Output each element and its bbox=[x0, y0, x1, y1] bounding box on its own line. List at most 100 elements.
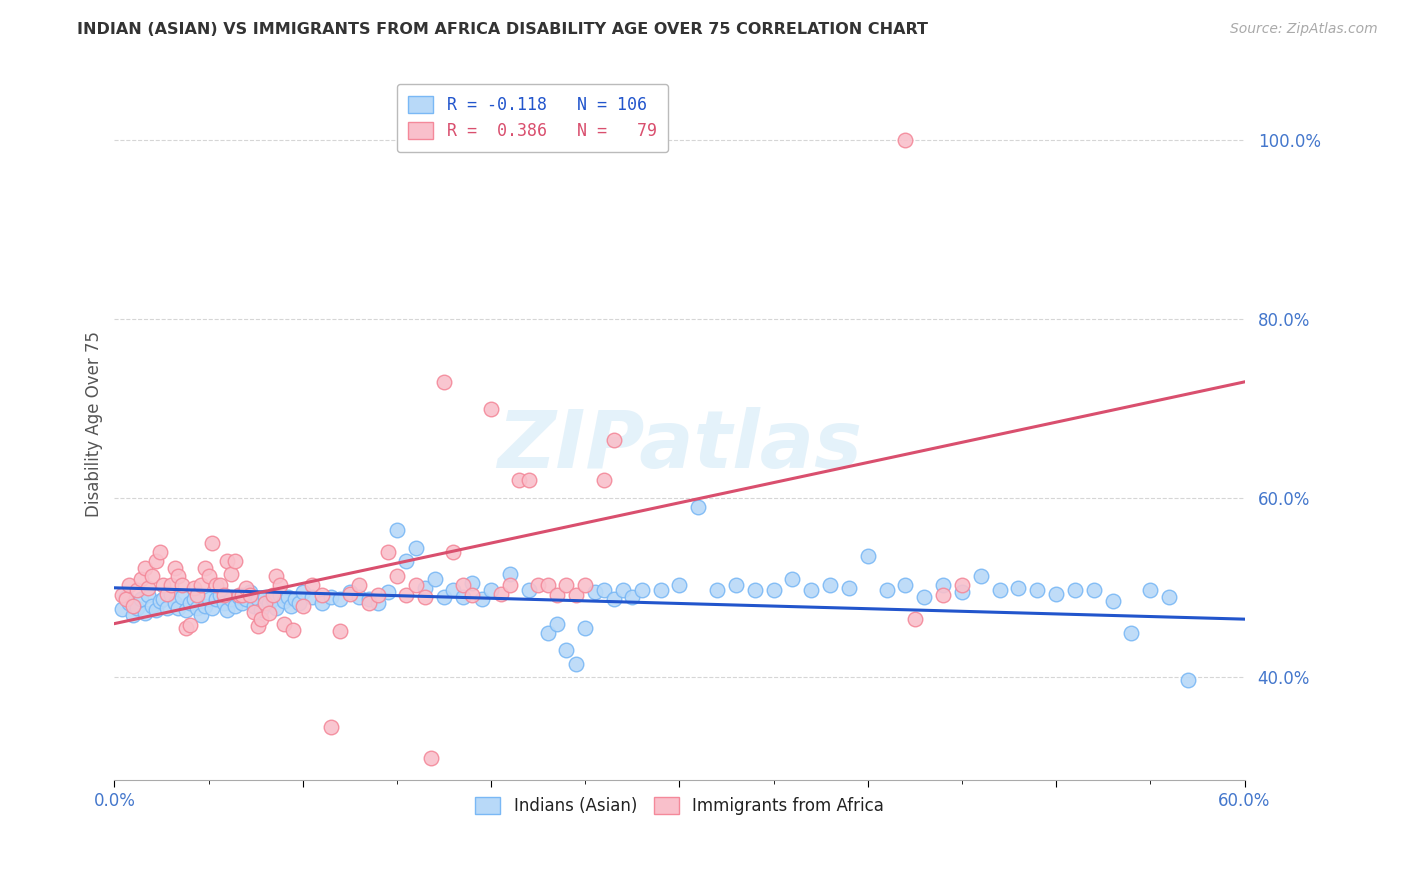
Point bbox=[818, 578, 841, 592]
Point bbox=[706, 582, 728, 597]
Point bbox=[405, 541, 427, 555]
Point bbox=[156, 587, 179, 601]
Point bbox=[932, 588, 955, 602]
Point bbox=[574, 621, 596, 635]
Point bbox=[894, 133, 917, 147]
Point bbox=[904, 612, 927, 626]
Point bbox=[311, 596, 333, 610]
Point bbox=[451, 590, 474, 604]
Point bbox=[208, 588, 231, 602]
Point bbox=[291, 585, 314, 599]
Point bbox=[301, 578, 323, 592]
Point bbox=[277, 590, 299, 604]
Point bbox=[136, 581, 159, 595]
Point bbox=[517, 582, 540, 597]
Point bbox=[134, 561, 156, 575]
Point bbox=[329, 624, 352, 638]
Point bbox=[114, 590, 136, 604]
Point bbox=[950, 585, 973, 599]
Point bbox=[688, 500, 710, 515]
Point bbox=[349, 590, 371, 604]
Point bbox=[194, 599, 217, 613]
Point bbox=[205, 578, 228, 592]
Point bbox=[125, 600, 148, 615]
Point bbox=[555, 578, 578, 592]
Point bbox=[339, 585, 361, 599]
Point bbox=[650, 583, 672, 598]
Text: INDIAN (ASIAN) VS IMMIGRANTS FROM AFRICA DISABILITY AGE OVER 75 CORRELATION CHAR: INDIAN (ASIAN) VS IMMIGRANTS FROM AFRICA… bbox=[77, 22, 928, 37]
Point bbox=[167, 569, 190, 583]
Legend: Indians (Asian), Immigrants from Africa: Indians (Asian), Immigrants from Africa bbox=[465, 787, 894, 825]
Point bbox=[367, 596, 389, 610]
Point bbox=[357, 591, 380, 606]
Point bbox=[219, 567, 242, 582]
Point bbox=[762, 583, 785, 598]
Point bbox=[291, 599, 314, 613]
Point bbox=[546, 616, 568, 631]
Point bbox=[152, 591, 174, 606]
Point bbox=[546, 588, 568, 602]
Point bbox=[1026, 583, 1049, 598]
Point bbox=[527, 578, 550, 592]
Point bbox=[160, 578, 183, 592]
Point bbox=[167, 600, 190, 615]
Point bbox=[461, 588, 484, 602]
Point bbox=[419, 751, 441, 765]
Point bbox=[243, 599, 266, 613]
Point bbox=[217, 603, 239, 617]
Point bbox=[288, 596, 311, 610]
Point bbox=[499, 567, 522, 582]
Point bbox=[250, 612, 273, 626]
Point bbox=[118, 578, 141, 592]
Point bbox=[269, 578, 291, 592]
Point bbox=[593, 474, 616, 488]
Text: ZIPatlas: ZIPatlas bbox=[496, 407, 862, 484]
Point bbox=[212, 596, 235, 610]
Point bbox=[413, 590, 436, 604]
Point bbox=[239, 588, 262, 602]
Point bbox=[744, 583, 766, 598]
Point bbox=[479, 583, 502, 598]
Point bbox=[163, 596, 186, 610]
Point bbox=[988, 583, 1011, 598]
Point bbox=[1159, 590, 1181, 604]
Point bbox=[284, 591, 307, 606]
Point bbox=[602, 591, 624, 606]
Point bbox=[172, 578, 194, 592]
Point bbox=[838, 581, 860, 595]
Point bbox=[246, 619, 269, 633]
Point bbox=[593, 582, 616, 597]
Point bbox=[194, 561, 217, 575]
Point bbox=[145, 603, 167, 617]
Point bbox=[224, 554, 246, 568]
Point bbox=[413, 581, 436, 595]
Point bbox=[134, 606, 156, 620]
Point bbox=[329, 591, 352, 606]
Point bbox=[257, 606, 280, 620]
Point bbox=[800, 583, 823, 598]
Point bbox=[565, 588, 588, 602]
Point bbox=[377, 585, 399, 599]
Point bbox=[179, 618, 201, 632]
Point bbox=[243, 605, 266, 619]
Point bbox=[125, 583, 148, 598]
Point bbox=[149, 594, 172, 608]
Point bbox=[555, 643, 578, 657]
Point bbox=[172, 590, 194, 604]
Point bbox=[149, 545, 172, 559]
Point bbox=[217, 554, 239, 568]
Point bbox=[565, 657, 588, 671]
Text: Source: ZipAtlas.com: Source: ZipAtlas.com bbox=[1230, 22, 1378, 37]
Point bbox=[405, 578, 427, 592]
Point bbox=[319, 590, 342, 604]
Point bbox=[1083, 583, 1105, 598]
Point bbox=[499, 578, 522, 592]
Point bbox=[262, 588, 284, 602]
Point bbox=[231, 588, 253, 602]
Point bbox=[111, 602, 134, 616]
Point bbox=[339, 587, 361, 601]
Point bbox=[536, 625, 558, 640]
Point bbox=[433, 590, 456, 604]
Point bbox=[508, 474, 530, 488]
Point bbox=[197, 569, 219, 583]
